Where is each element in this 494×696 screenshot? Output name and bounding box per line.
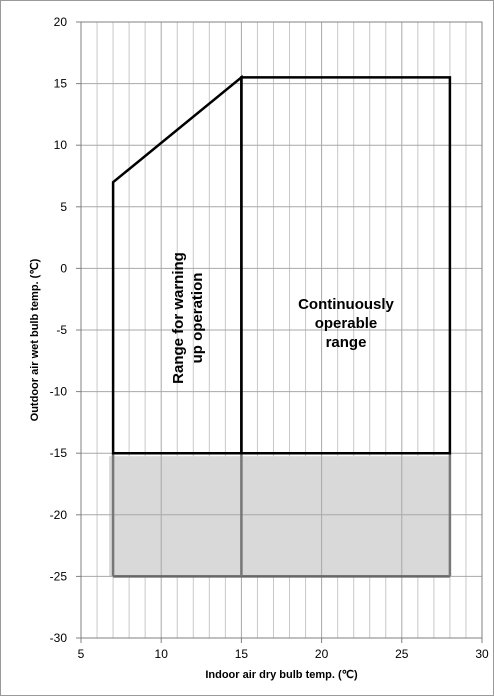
x-tick-label: 10: [155, 647, 169, 661]
x-axis-title: Indoor air dry bulb temp. (℃): [205, 669, 358, 681]
x-tick-labels: 5 10 15 20 25 30: [78, 647, 489, 661]
y-tick-label: -15: [50, 446, 68, 460]
x-tick-label: 5: [78, 647, 85, 661]
region-labels: Range for warning up operation Continuousl…: [170, 252, 395, 384]
region-label-warming: Range for warning up operation: [170, 252, 206, 384]
region-label-line: Continuously: [298, 296, 394, 313]
region-label-line: Range for warning: [170, 252, 187, 384]
x-tick-label: 15: [235, 647, 249, 661]
y-tick-label: -30: [50, 631, 68, 645]
y-tick-label: -10: [50, 385, 68, 399]
region-continuous-outline: [240, 76, 452, 455]
region-label-line: range: [326, 334, 367, 351]
shaded-band: [109, 456, 450, 577]
y-tick-label: 0: [60, 261, 67, 275]
shaded-band-layer: [109, 456, 450, 577]
region-label-continuous: Continuously operable range: [298, 296, 394, 351]
y-axis-title: Outdoor air wet bulb temp. (℃): [29, 258, 41, 421]
y-tick-label: 20: [54, 15, 68, 29]
plot-area-border: [76, 21, 483, 643]
y-tick-label: 5: [60, 200, 67, 214]
x-tick-label: 25: [395, 647, 409, 661]
y-tick-label: -20: [50, 508, 68, 522]
region-label-line: up operation: [189, 273, 206, 364]
y-tick-label: -25: [50, 569, 68, 583]
x-tick-label: 30: [475, 647, 489, 661]
region-label-line: operable: [315, 315, 378, 332]
y-tick-label: 10: [54, 138, 68, 152]
region-outlines: [111, 74, 452, 578]
x-tick-label: 20: [315, 647, 329, 661]
y-tick-label: -5: [56, 323, 67, 337]
y-tick-labels: 20 15 10 5 0 -5 -10 -15 -20 -25 -30: [50, 15, 68, 645]
y-tick-label: 15: [54, 77, 68, 91]
